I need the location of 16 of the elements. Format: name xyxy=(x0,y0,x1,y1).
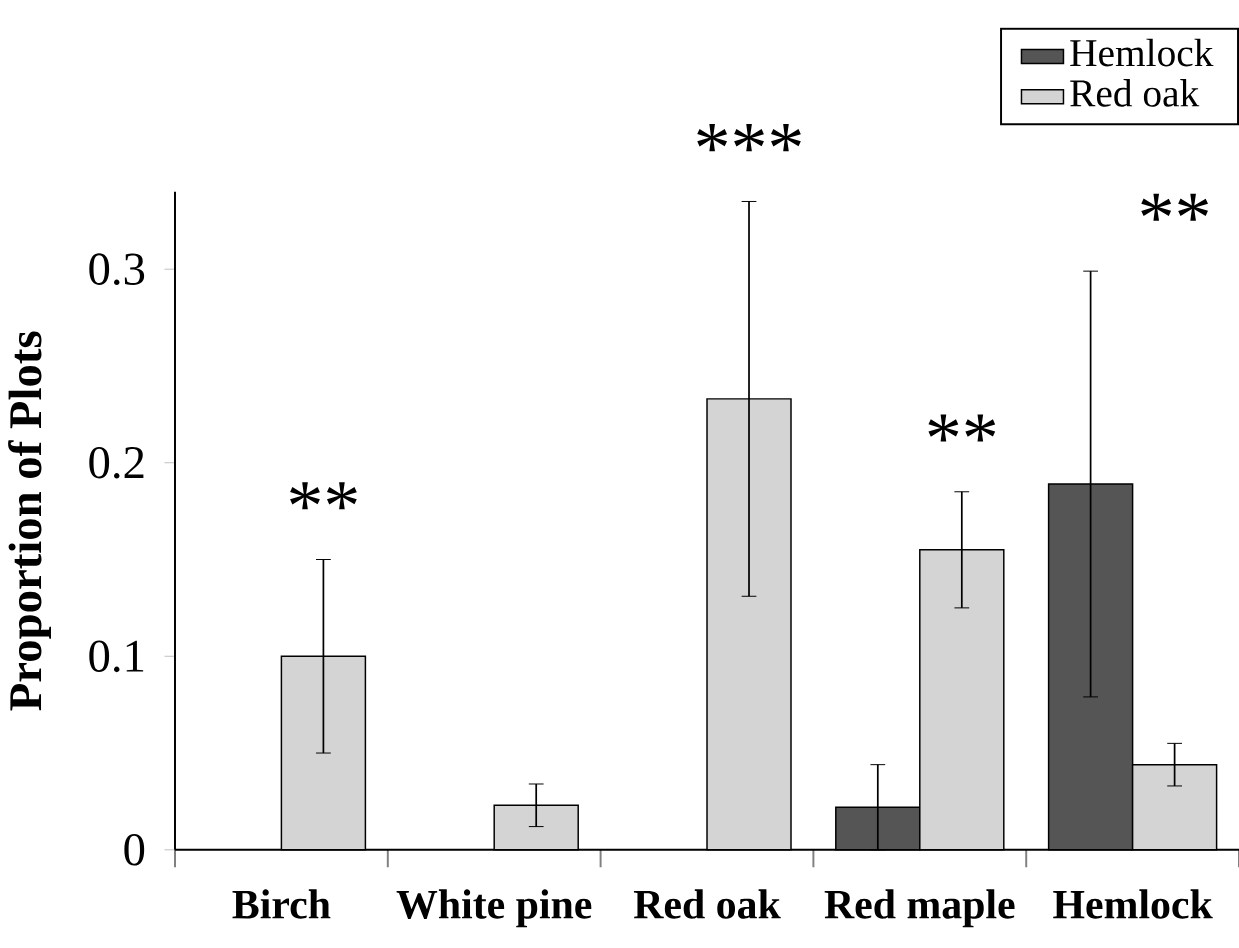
x-tick-label: White pine xyxy=(396,889,592,928)
annotation: ** xyxy=(1141,193,1208,221)
y-tick-label: 0 xyxy=(124,834,145,866)
legend-label: Red oak xyxy=(1070,79,1200,107)
y-tick-label: 0.1 xyxy=(89,640,144,673)
text: *** xyxy=(697,124,801,152)
y-tick-label: 0.3 xyxy=(89,253,145,286)
legend-label: Hemlock xyxy=(1070,38,1214,67)
x-tick-label: Hemlock xyxy=(1053,889,1213,919)
annotation: ** xyxy=(928,414,996,442)
x-tick-label: Red maple xyxy=(824,889,1015,928)
annotation: ** xyxy=(290,482,357,510)
x-tick-label: Red oak xyxy=(633,889,781,919)
x-tick-label: Birch xyxy=(232,889,331,919)
y-tick-label: 0.2 xyxy=(89,446,144,479)
y-axis-title: Proportion of Plots xyxy=(8,331,51,711)
